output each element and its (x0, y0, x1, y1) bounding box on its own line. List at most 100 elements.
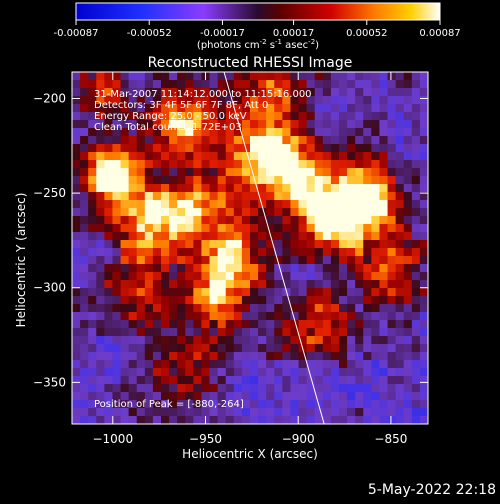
heatmap-cell (322, 80, 332, 89)
heatmap-cell (193, 168, 203, 177)
heatmap-cell (314, 376, 324, 385)
heatmap-cell (339, 72, 348, 81)
heatmap-cell (152, 88, 162, 97)
heatmap-cell (282, 160, 292, 169)
heatmap-cell (419, 416, 428, 424)
heatmap-cell (241, 232, 251, 241)
heatmap-cell (314, 136, 324, 145)
heatmap-cell (80, 256, 89, 265)
heatmap-cell (250, 72, 259, 81)
heatmap-cell (282, 136, 292, 145)
heatmap-cell (185, 272, 194, 281)
heatmap-cell (225, 376, 235, 385)
heatmap-cell (250, 80, 259, 89)
heatmap-cell (120, 160, 130, 169)
heatmap-cell (322, 312, 332, 321)
heatmap-cell (217, 360, 227, 369)
heatmap-cell (387, 312, 397, 321)
heatmap-cell (330, 368, 340, 377)
heatmap-cell (419, 296, 428, 305)
heatmap-cell (330, 208, 340, 217)
heatmap-cell (112, 368, 122, 377)
heatmap-cell (152, 240, 162, 249)
heatmap-cell (290, 400, 300, 409)
heatmap-cell (241, 224, 251, 233)
heatmap-cell (161, 88, 170, 97)
heatmap-cell (120, 120, 130, 129)
heatmap-cell (411, 112, 421, 121)
heatmap-cell (193, 224, 203, 233)
heatmap-cell (290, 160, 300, 169)
heatmap-cell (241, 168, 251, 177)
heatmap-cell (395, 88, 405, 97)
heatmap-cell (355, 192, 364, 201)
heatmap-cell (339, 328, 348, 337)
heatmap-cell (266, 416, 275, 424)
heatmap-cell (363, 104, 372, 113)
heatmap-cell (96, 176, 105, 185)
heatmap-cell (112, 160, 122, 169)
heatmap-cell (104, 304, 114, 313)
heatmap-cell (379, 176, 389, 185)
heatmap-cell (152, 224, 162, 233)
heatmap-cell (233, 272, 243, 281)
heatmap-cell (387, 104, 397, 113)
heatmap-cell (233, 240, 243, 249)
heatmap-cell (339, 392, 348, 401)
heatmap-cell (258, 168, 267, 177)
heatmap-cell (298, 312, 308, 321)
heatmap-cell (72, 344, 81, 353)
heatmap-cell (266, 280, 275, 289)
heatmap-cell (161, 256, 170, 265)
heatmap-cell (419, 256, 428, 265)
heatmap-cell (185, 264, 194, 273)
heatmap-cell (177, 120, 186, 129)
heatmap-cell (379, 344, 389, 353)
heatmap-cell (144, 208, 154, 217)
heatmap-cell (363, 136, 372, 145)
heatmap-cell (339, 320, 348, 329)
heatmap-cell (347, 272, 356, 281)
heatmap-cell (96, 392, 105, 401)
heatmap-cell (209, 80, 219, 89)
heatmap-cell (233, 368, 243, 377)
heatmap-cell (258, 216, 267, 225)
heatmap-cell (80, 88, 89, 97)
heatmap-cell (258, 80, 267, 89)
heatmap-cell (266, 272, 275, 281)
heatmap-cell (387, 88, 397, 97)
heatmap-cell (72, 360, 81, 369)
heatmap-cell (120, 208, 130, 217)
heatmap-cell (233, 80, 243, 89)
heatmap-cell (314, 112, 324, 121)
heatmap-cell (258, 376, 267, 385)
heatmap-cell (355, 88, 364, 97)
heatmap-cell (136, 240, 146, 249)
heatmap-cell (161, 344, 170, 353)
heatmap-cell (379, 144, 389, 153)
heatmap-cell (306, 296, 316, 305)
heatmap-cell (330, 72, 340, 81)
heatmap-cell (282, 80, 292, 89)
heatmap-cell (169, 152, 178, 161)
heatmap-cell (152, 248, 162, 257)
heatmap-cell (290, 240, 300, 249)
heatmap-cell (161, 400, 170, 409)
heatmap-cell (403, 224, 413, 233)
heatmap-cell (403, 128, 413, 137)
heatmap-cell (241, 176, 251, 185)
heatmap-cell (112, 344, 122, 353)
heatmap-cell (282, 88, 292, 97)
heatmap-cell (201, 128, 211, 137)
heatmap-cell (161, 264, 170, 273)
heatmap-cell (96, 400, 105, 409)
heatmap-cell (136, 368, 146, 377)
heatmap-cell (193, 232, 203, 241)
colorbar-tick-label: 0.00087 (419, 28, 460, 39)
heatmap-cell (371, 136, 381, 145)
heatmap-cell (112, 88, 122, 97)
heatmap-cell (314, 152, 324, 161)
heatmap-cell (88, 200, 97, 209)
heatmap-cell (250, 256, 259, 265)
heatmap-cell (185, 312, 194, 321)
